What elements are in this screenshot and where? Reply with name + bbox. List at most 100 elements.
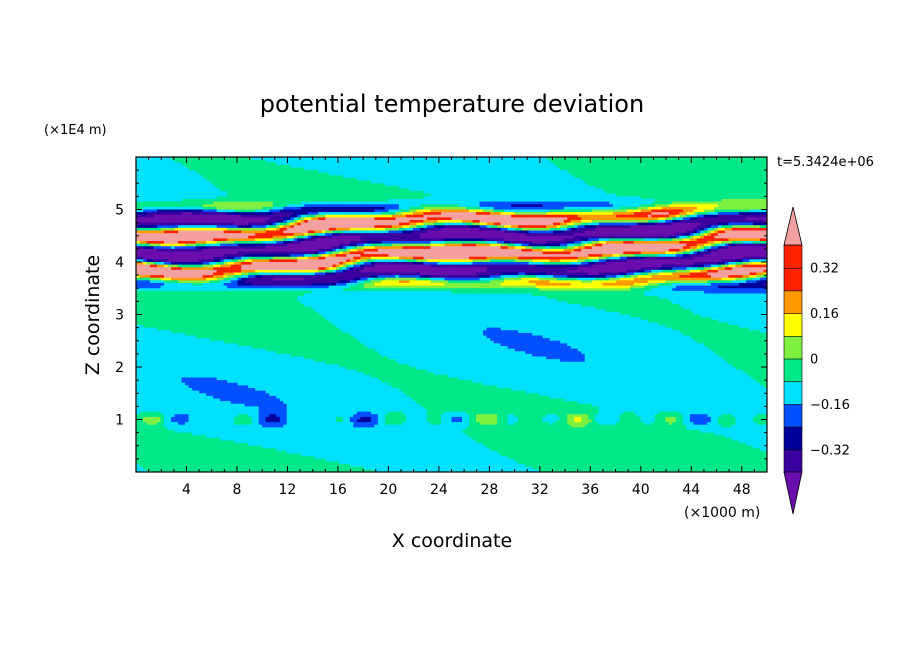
contour-cell bbox=[157, 164, 162, 169]
contour-cell bbox=[444, 199, 449, 203]
contour-cell bbox=[591, 170, 596, 174]
contour-cell bbox=[574, 157, 579, 161]
contour-cell bbox=[745, 193, 751, 197]
contour-cell bbox=[332, 193, 337, 197]
contour-cell bbox=[455, 183, 460, 187]
contour-cell bbox=[465, 206, 470, 211]
contour-cell bbox=[349, 180, 354, 184]
contour-cell bbox=[623, 175, 628, 179]
contour-cell bbox=[598, 162, 603, 166]
contour-cell bbox=[360, 220, 365, 224]
contour-cell bbox=[136, 220, 141, 224]
contour-cell bbox=[458, 157, 463, 161]
contour-cell bbox=[602, 196, 607, 200]
contour-cell bbox=[721, 225, 726, 229]
contour-cell bbox=[440, 214, 446, 218]
contour-cell bbox=[325, 214, 330, 218]
contour-cell bbox=[209, 188, 214, 192]
contour-cell bbox=[136, 167, 141, 171]
contour-cell bbox=[143, 193, 148, 197]
contour-cell bbox=[584, 167, 589, 171]
contour-cell bbox=[188, 214, 193, 218]
contour-cell bbox=[297, 175, 302, 179]
contour-cell bbox=[675, 157, 680, 161]
contour-cell bbox=[511, 180, 516, 184]
contour-cell bbox=[360, 199, 365, 203]
contour-cell bbox=[444, 175, 449, 179]
contour-cell bbox=[360, 222, 365, 226]
contour-cell bbox=[476, 212, 481, 216]
contour-cell bbox=[346, 157, 351, 161]
contour-cell bbox=[700, 178, 705, 182]
contour-cell bbox=[370, 201, 375, 205]
contour-cell bbox=[514, 214, 519, 218]
contour-cell bbox=[349, 162, 354, 166]
contour-cell bbox=[581, 164, 586, 169]
contour-cell bbox=[192, 212, 197, 216]
contour-cell bbox=[479, 185, 484, 190]
contour-cell bbox=[398, 188, 404, 192]
contour-cell bbox=[514, 225, 519, 229]
contour-cell bbox=[286, 199, 291, 203]
contour-cell bbox=[476, 209, 481, 213]
contour-cell bbox=[549, 214, 554, 218]
contour-cell bbox=[630, 172, 635, 176]
contour-cell bbox=[500, 157, 505, 161]
contour-cell bbox=[493, 196, 498, 200]
contour-cell bbox=[269, 172, 274, 176]
contour-cell bbox=[504, 164, 509, 169]
contour-cell bbox=[661, 188, 666, 192]
contour-cell bbox=[742, 175, 747, 179]
contour-cell bbox=[335, 180, 340, 184]
contour-cell bbox=[738, 162, 744, 166]
contour-cell bbox=[353, 157, 358, 161]
contour-cell bbox=[514, 199, 519, 203]
contour-cell bbox=[360, 204, 365, 208]
contour-cell bbox=[248, 225, 253, 229]
contour-cell bbox=[167, 180, 172, 184]
contour-cell bbox=[682, 180, 687, 184]
contour-cell bbox=[307, 185, 312, 190]
contour-cell bbox=[626, 180, 631, 184]
contour-cell bbox=[279, 201, 284, 205]
contour-cell bbox=[314, 222, 319, 226]
contour-cell bbox=[507, 193, 512, 197]
contour-cell bbox=[721, 204, 726, 208]
contour-cell bbox=[353, 201, 358, 205]
contour-cell bbox=[230, 217, 235, 221]
contour-cell bbox=[220, 201, 225, 205]
contour-cell bbox=[178, 183, 183, 187]
contour-cell bbox=[146, 172, 151, 176]
contour-cell bbox=[332, 196, 337, 200]
contour-cell bbox=[647, 164, 652, 169]
contour-cell bbox=[157, 204, 162, 208]
contour-cell bbox=[497, 204, 502, 208]
contour-cell bbox=[136, 209, 141, 213]
contour-cell bbox=[199, 167, 204, 171]
contour-cell bbox=[682, 159, 687, 163]
contour-cell bbox=[742, 180, 747, 184]
contour-cell bbox=[665, 175, 670, 179]
contour-cell bbox=[150, 175, 155, 179]
contour-cell bbox=[738, 193, 744, 197]
contour-cell bbox=[374, 170, 379, 174]
contour-cell bbox=[682, 170, 687, 174]
contour-cell bbox=[693, 157, 698, 161]
contour-cell bbox=[227, 214, 232, 218]
contour-cell bbox=[297, 172, 302, 176]
contour-cell bbox=[227, 196, 232, 200]
contour-cell bbox=[546, 217, 551, 221]
contour-cell bbox=[504, 188, 509, 192]
contour-cell bbox=[269, 201, 274, 205]
contour-cell bbox=[588, 225, 593, 229]
contour-cell bbox=[731, 222, 737, 226]
contour-cell bbox=[528, 188, 533, 192]
contour-cell bbox=[549, 162, 554, 166]
contour-cell bbox=[525, 178, 530, 182]
contour-cell bbox=[644, 196, 649, 200]
contour-cell bbox=[251, 209, 256, 213]
contour-cell bbox=[742, 214, 747, 218]
contour-cell bbox=[595, 180, 600, 184]
contour-cell bbox=[588, 196, 593, 200]
contour-cell bbox=[188, 164, 193, 169]
